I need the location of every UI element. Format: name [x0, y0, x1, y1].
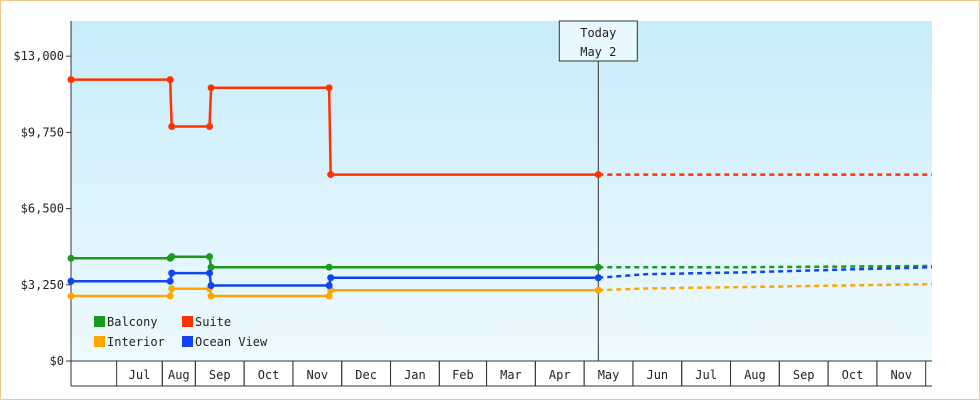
data-point-interior — [325, 292, 333, 300]
x-tick-label: Dec — [355, 368, 377, 382]
x-tick-label: Sep — [793, 368, 815, 382]
data-point-suite — [166, 76, 174, 84]
x-axis: Jul Aug Sep Oct Nov Dec Jan Feb Mar Apr May Jun Jul A… — [71, 360, 932, 387]
y-axis: $0 $3,250 $6,500 $9,750 $13,000 — [13, 21, 72, 386]
data-point-ocean-view — [166, 277, 174, 285]
plot-background — [71, 21, 932, 361]
data-point-interior — [168, 285, 176, 293]
x-tick-label: Aug — [744, 368, 766, 382]
data-point-balcony — [168, 253, 176, 261]
x-tick-label: Mar — [500, 368, 522, 382]
x-tick-label: Apr — [549, 368, 571, 382]
data-point-balcony — [207, 263, 215, 271]
x-tick-label: Jun — [646, 368, 668, 382]
data-point-ocean-view — [67, 277, 75, 285]
data-point-interior — [166, 292, 174, 300]
data-point-suite — [206, 123, 214, 131]
series-projection-ocean-view — [598, 265, 933, 280]
data-point-ocean-view — [206, 269, 214, 277]
x-tick-label: Jul — [695, 368, 717, 382]
data-point-suite — [327, 171, 335, 179]
data-point-suite — [168, 123, 176, 131]
y-tick-label: $0 — [50, 354, 64, 368]
data-point-balcony — [206, 253, 214, 261]
data-point-ocean-view — [325, 281, 333, 289]
data-point-suite — [67, 76, 75, 84]
x-tick-label: Oct — [258, 368, 280, 382]
data-point-ocean-view — [594, 274, 602, 282]
y-tick-label: $9,750 — [21, 125, 64, 139]
data-point-balcony — [594, 263, 602, 271]
x-tick-label: Sep — [209, 368, 231, 382]
today-marker: Today May 2 — [558, 20, 638, 361]
y-tick-label: $13,000 — [13, 49, 64, 63]
data-point-suite — [594, 171, 602, 179]
data-point-balcony — [67, 254, 75, 262]
x-tick-label: Jul — [129, 368, 151, 382]
legend-swatch-interior — [94, 336, 105, 347]
legend-swatch-balcony — [94, 316, 105, 327]
x-tick-label: Nov — [890, 368, 912, 382]
x-tick-label: Jan — [404, 368, 426, 382]
data-point-ocean-view — [207, 281, 215, 289]
y-tick-label: $6,500 — [21, 202, 64, 216]
data-point-interior — [207, 292, 215, 300]
data-point-suite — [325, 84, 333, 92]
legend: Balcony Suite Interior Ocean View — [94, 315, 268, 349]
legend-swatch-suite — [182, 316, 193, 327]
legend-label-balcony: Balcony — [107, 315, 158, 329]
series-projection-interior — [598, 282, 933, 292]
legend-swatch-ocean-view — [182, 336, 193, 347]
series-lines — [67, 76, 933, 300]
data-point-ocean-view — [327, 274, 335, 282]
legend-label-interior: Interior — [107, 335, 165, 349]
data-point-ocean-view — [168, 269, 176, 277]
x-tick-label: Nov — [306, 368, 328, 382]
y-tick-label: $3,250 — [21, 278, 64, 292]
today-date: May 2 — [580, 45, 616, 59]
data-point-balcony — [325, 263, 333, 271]
data-point-suite — [207, 84, 215, 92]
today-box — [558, 20, 638, 62]
legend-label-suite: Suite — [195, 315, 231, 329]
series-line-suite — [71, 78, 599, 176]
today-label: Today — [580, 26, 616, 40]
legend-label-ocean-view: Ocean View — [195, 335, 268, 349]
data-point-interior — [594, 286, 602, 294]
x-tick-label: Oct — [842, 368, 864, 382]
x-tick-label: Feb — [452, 368, 474, 382]
x-tick-label: Aug — [168, 368, 190, 382]
x-tick-label: May — [598, 368, 620, 382]
series-projection-balcony — [598, 264, 933, 269]
data-point-interior — [67, 292, 75, 300]
